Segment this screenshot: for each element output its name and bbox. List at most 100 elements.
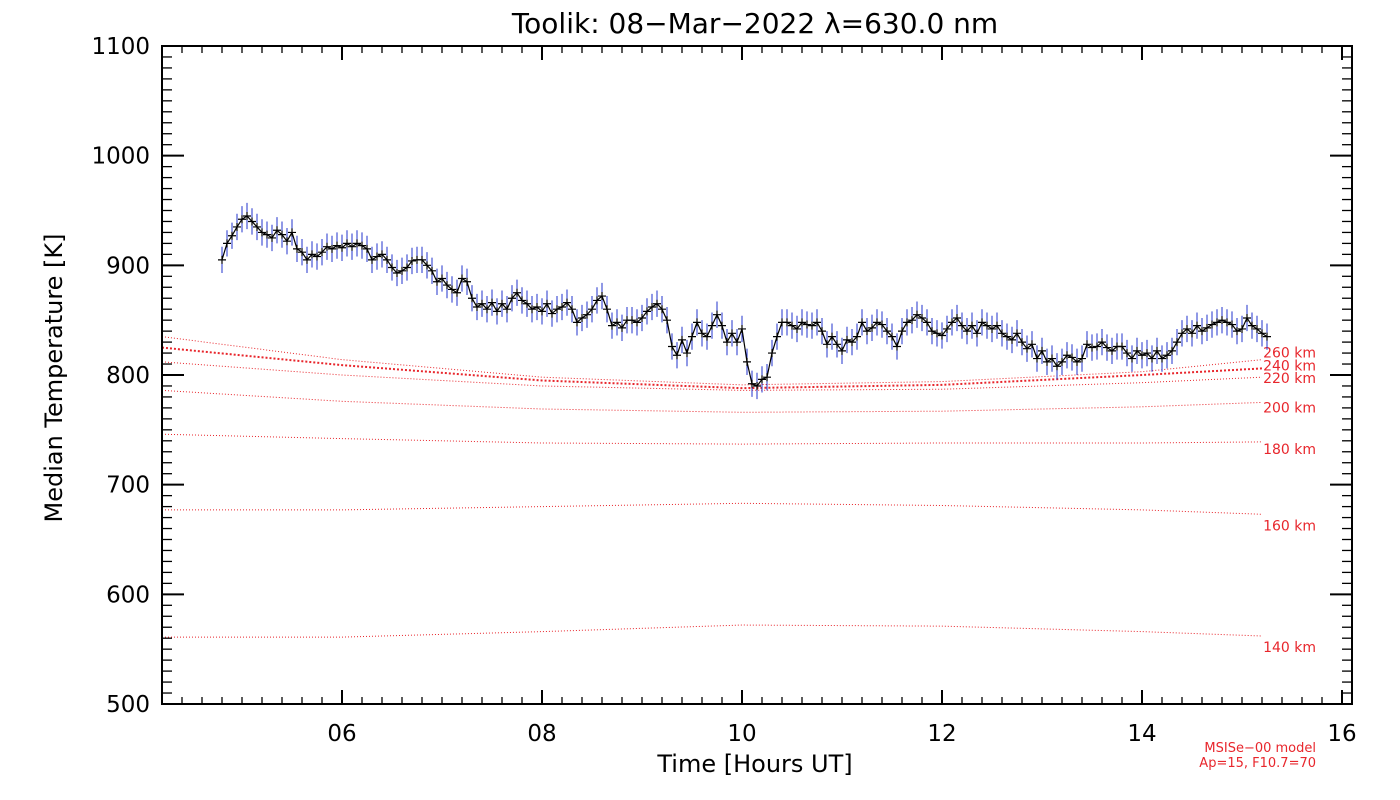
data-point-marker	[753, 381, 761, 390]
data-point-marker	[918, 313, 926, 322]
data-point-marker	[848, 338, 856, 347]
data-point-marker	[683, 349, 691, 358]
data-point-marker	[1093, 342, 1101, 351]
data-point-marker	[568, 305, 576, 314]
model-curve-label: 240 km	[1263, 358, 1316, 374]
data-point-marker	[978, 318, 986, 327]
data-point-marker	[1148, 354, 1156, 363]
data-point-marker	[988, 324, 996, 333]
data-point-marker	[1213, 318, 1221, 327]
data-point-marker	[628, 316, 636, 325]
data-point-marker	[733, 338, 741, 347]
data-point-marker	[788, 321, 796, 330]
data-point-marker	[843, 335, 851, 344]
data-point-marker	[1128, 354, 1136, 363]
data-point-marker	[248, 217, 256, 226]
data-point-marker	[1238, 324, 1246, 333]
data-point-marker	[853, 332, 861, 341]
data-point-marker	[508, 294, 516, 303]
y-tick-label: 500	[106, 692, 150, 718]
data-point-marker	[1188, 329, 1196, 338]
data-point-marker	[358, 241, 366, 250]
data-point-marker	[1063, 351, 1071, 360]
data-point-marker	[963, 327, 971, 336]
y-tick-label: 700	[106, 473, 150, 499]
data-point-marker	[278, 230, 286, 239]
data-point-marker	[528, 305, 536, 314]
chart-title: Toolik: 08−Mar−2022 λ=630.0 nm	[511, 7, 998, 40]
model-curve-label: 160 km	[1263, 518, 1316, 534]
model-curve-180-km	[161, 433, 1263, 445]
data-point-marker	[993, 321, 1001, 330]
data-point-marker	[1203, 323, 1211, 332]
data-point-marker	[388, 263, 396, 272]
y-axis-label: Median Temperature [K]	[40, 233, 68, 522]
data-point-marker	[1178, 329, 1186, 338]
data-point-marker	[908, 316, 916, 325]
x-tick-label: 14	[1127, 721, 1156, 747]
data-point-marker	[1248, 321, 1256, 330]
data-point-marker	[1018, 338, 1026, 347]
data-point-marker	[983, 321, 991, 330]
data-point-marker	[658, 305, 666, 314]
measurement-series	[218, 211, 1271, 390]
data-point-marker	[1158, 354, 1166, 363]
data-point-marker	[373, 252, 381, 261]
data-point-marker	[718, 321, 726, 330]
data-point-marker	[968, 321, 976, 330]
data-point-marker	[338, 243, 346, 252]
y-tick-label: 1100	[91, 34, 150, 60]
data-point-marker	[1098, 338, 1106, 347]
data-point-marker	[758, 375, 766, 384]
data-point-marker	[783, 318, 791, 327]
data-point-marker	[1078, 354, 1086, 363]
data-point-marker	[768, 349, 776, 358]
model-curve-140-km	[162, 624, 1263, 638]
data-point-marker	[578, 313, 586, 322]
data-point-marker	[898, 327, 906, 336]
data-point-marker	[588, 305, 596, 314]
data-point-marker	[668, 342, 676, 351]
y-tick-label: 1000	[91, 144, 150, 170]
data-point-marker	[1073, 357, 1081, 366]
model-curve-200-km	[161, 389, 1263, 413]
data-point-marker	[1168, 346, 1176, 355]
data-point-marker	[618, 323, 626, 332]
data-point-marker	[1193, 321, 1201, 330]
data-point-marker	[593, 296, 601, 305]
data-point-marker	[443, 281, 451, 290]
data-point-marker	[293, 244, 301, 253]
data-point-marker	[553, 305, 561, 314]
data-point-marker	[343, 239, 351, 248]
data-point-marker	[353, 239, 361, 248]
data-point-marker	[643, 307, 651, 316]
x-axis-label: Time [Hours UT]	[656, 750, 852, 778]
data-point-marker	[1023, 344, 1031, 353]
data-point-marker	[973, 329, 981, 338]
data-point-marker	[398, 266, 406, 275]
data-point-marker	[513, 288, 521, 297]
data-point-marker	[698, 329, 706, 338]
data-point-marker	[1218, 316, 1226, 325]
data-point-marker	[818, 327, 826, 336]
data-point-marker	[1183, 324, 1191, 333]
data-point-marker	[608, 321, 616, 330]
data-point-marker	[518, 296, 526, 305]
data-point-marker	[693, 318, 701, 327]
data-point-marker	[633, 318, 641, 327]
model-curve-label: 140 km	[1263, 640, 1316, 656]
data-point-marker	[948, 318, 956, 327]
data-point-marker	[823, 340, 831, 349]
data-point-marker	[333, 241, 341, 250]
model-curve-240-km	[161, 346, 1263, 390]
data-point-marker	[723, 338, 731, 347]
data-point-marker	[958, 321, 966, 330]
data-point-marker	[448, 285, 456, 294]
data-point-marker	[1173, 338, 1181, 347]
data-point-marker	[498, 299, 506, 308]
data-point-marker	[903, 318, 911, 327]
data-point-marker	[638, 313, 646, 322]
data-point-marker	[308, 250, 316, 259]
